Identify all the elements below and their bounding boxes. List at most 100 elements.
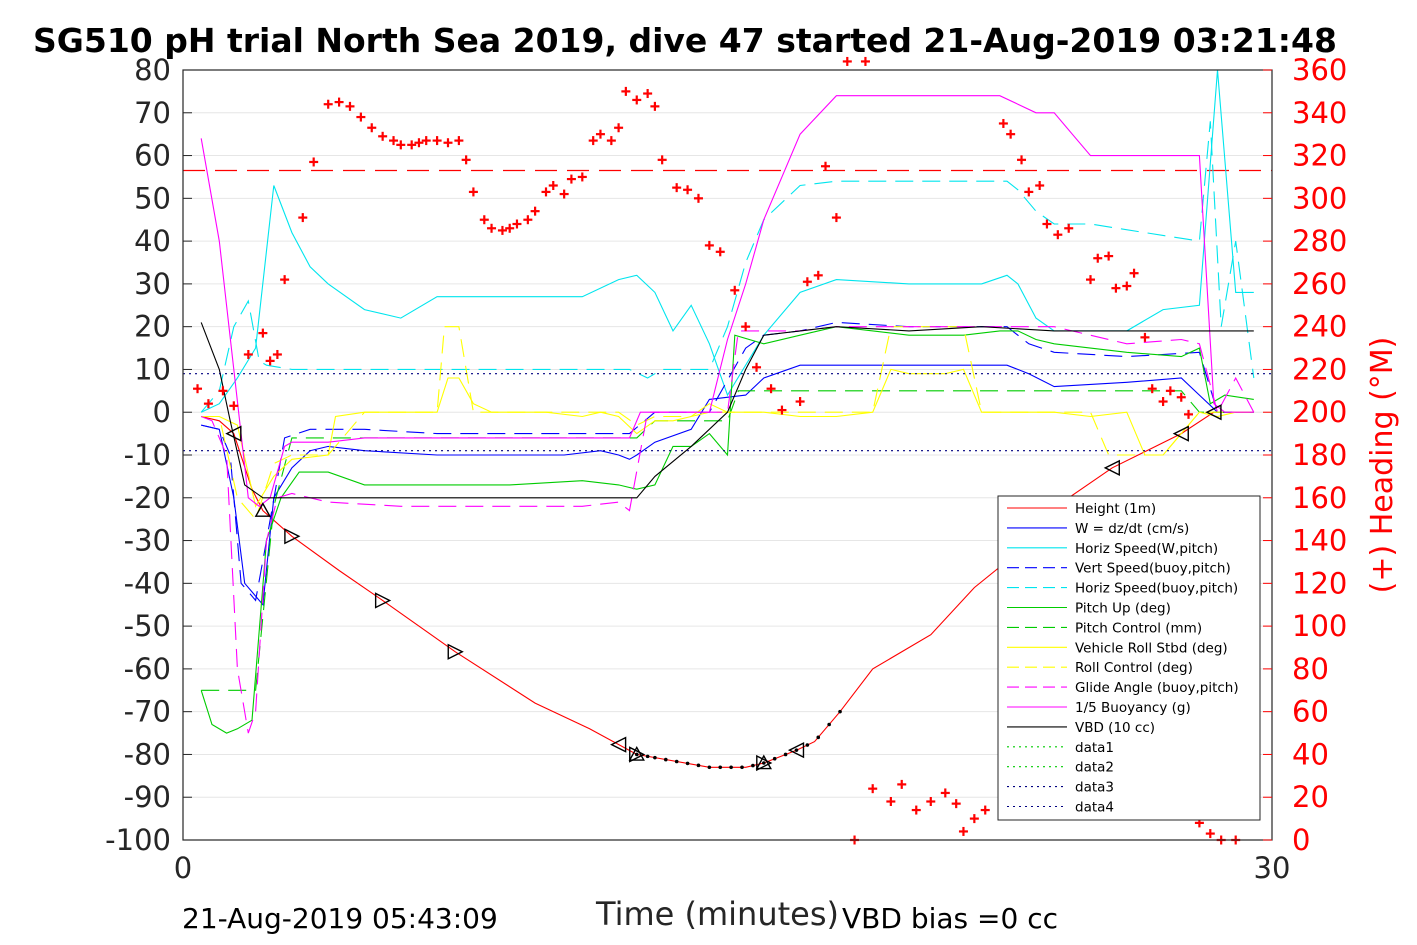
dot-marker <box>696 763 701 768</box>
heading-point <box>683 185 693 195</box>
series-line-pitch-up-deg <box>200 326 1254 734</box>
heading-markers <box>193 56 1241 845</box>
heading-point <box>1111 283 1121 293</box>
y-tick-label: 60 <box>134 139 171 173</box>
heading-point <box>479 215 489 225</box>
y-right-tick-label: 300 <box>1292 181 1347 215</box>
heading-point <box>998 118 1008 128</box>
heading-point <box>595 129 605 139</box>
heading-point <box>356 112 366 122</box>
heading-point <box>926 797 936 806</box>
heading-point <box>243 349 253 359</box>
legend-entry: Horiz Speed(buoy,pitch) <box>1075 581 1238 597</box>
series-line-w-dz-dt-cm-s <box>201 364 1254 607</box>
heading-point <box>1158 397 1168 407</box>
y-right-tick-label: 240 <box>1292 310 1347 344</box>
right-triangle-marker <box>284 528 301 545</box>
y-right-tick-label: 0 <box>1292 823 1310 857</box>
dot-marker <box>805 743 810 747</box>
heading-point <box>980 805 990 815</box>
heading-point <box>512 219 522 229</box>
y-tick-label: -30 <box>124 524 171 558</box>
y-right-tick-label: 20 <box>1292 780 1329 814</box>
heading-point <box>614 123 624 133</box>
up-triangle-marker <box>254 502 272 517</box>
dot-marker <box>663 757 668 762</box>
legend-entry: data2 <box>1075 760 1114 776</box>
heading-point <box>468 187 478 197</box>
heading-point <box>1042 219 1052 229</box>
heading-point <box>505 223 515 233</box>
up-triangle-marker <box>628 746 645 761</box>
right-axis-ticks: 3603403203002802602402202001801601401201… <box>1263 53 1347 857</box>
heading-point <box>821 161 831 171</box>
heading-point <box>643 89 653 99</box>
y-tick-label: -90 <box>124 780 171 814</box>
dot-marker <box>740 765 744 770</box>
heading-point <box>559 189 569 199</box>
series-line-horiz-speed-buoy-pitch <box>200 121 1255 413</box>
heading-point <box>1006 129 1016 139</box>
heading-point <box>940 788 950 798</box>
heading-point <box>795 397 805 407</box>
heading-point <box>1024 187 1034 197</box>
heading-point <box>752 362 762 372</box>
dot-marker <box>718 765 723 770</box>
heading-point <box>367 123 377 133</box>
heading-point <box>548 181 558 190</box>
legend-entry: Height (1m) <box>1075 501 1156 517</box>
dot-marker <box>827 722 831 727</box>
heading-point <box>897 779 907 789</box>
right-triangle-marker <box>629 746 646 763</box>
heading-point <box>1129 268 1139 278</box>
legend-entry: Roll Control (deg) <box>1075 660 1193 676</box>
left-triangle-marker <box>1205 404 1222 421</box>
legend-entry: 1/5 Buoyancy (g) <box>1075 700 1191 716</box>
heading-point <box>577 172 587 182</box>
heading-point <box>378 131 388 141</box>
y-tick-label: -80 <box>124 737 171 771</box>
y-right-tick-label: 220 <box>1292 352 1347 386</box>
y-tick-label: 0 <box>153 395 171 429</box>
heading-point <box>868 784 878 794</box>
dot-marker <box>751 763 755 768</box>
y-right-tick-label: 180 <box>1292 438 1347 472</box>
height-markers <box>225 404 1222 772</box>
heading-point <box>258 328 268 338</box>
y-right-tick-label: 80 <box>1292 652 1329 686</box>
heading-point <box>1064 223 1074 233</box>
dot-marker <box>838 709 842 714</box>
y-tick-label: -10 <box>124 438 171 472</box>
legend-entry: Vert Speed(buoy,pitch) <box>1075 561 1231 577</box>
heading-point <box>272 349 282 359</box>
dot-marker <box>783 752 788 757</box>
heading-point <box>693 193 703 203</box>
heading-point <box>741 322 751 332</box>
dot-marker <box>816 735 821 740</box>
right-axis-label: (+) Heading (°M) <box>1365 337 1400 594</box>
heading-point <box>389 136 399 146</box>
heading-point <box>1165 386 1175 396</box>
heading-point <box>1184 409 1194 419</box>
heading-point <box>298 213 308 223</box>
heading-point <box>497 225 507 235</box>
heading-point <box>715 247 725 257</box>
dot-marker <box>685 761 690 766</box>
heading-point <box>454 136 464 146</box>
y-tick-label: 50 <box>134 181 171 215</box>
heading-point <box>911 805 921 815</box>
legend-entry: Vehicle Roll Stbd (deg) <box>1075 640 1228 656</box>
heading-point <box>487 223 497 233</box>
heading-point <box>831 213 841 223</box>
heading-point <box>414 138 424 148</box>
right-triangle-marker <box>756 754 773 772</box>
left-triangle-marker <box>1103 459 1120 476</box>
y-tick-label: -100 <box>105 823 171 857</box>
heading-point <box>265 356 275 366</box>
heading-point <box>632 95 642 105</box>
dot-marker <box>729 765 733 770</box>
heading-point <box>730 285 740 295</box>
heading-point <box>860 56 870 66</box>
heading-point <box>621 86 631 96</box>
